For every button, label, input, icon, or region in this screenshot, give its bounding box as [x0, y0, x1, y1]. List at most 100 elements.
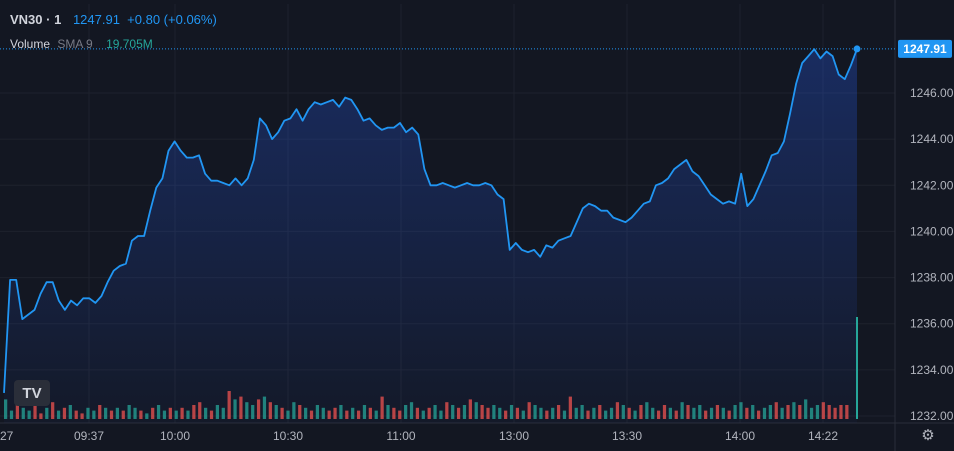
volume-bar	[721, 407, 725, 419]
volume-bar	[804, 399, 808, 419]
price-line	[3, 48, 858, 393]
volume-label: Volume	[10, 37, 51, 51]
volume-bar	[139, 410, 143, 419]
volume-bar	[615, 402, 620, 419]
volume-bar	[598, 405, 602, 419]
volume-bar	[580, 405, 584, 419]
volume-bar	[668, 407, 672, 419]
volume-bar	[633, 410, 637, 419]
tradingview-logo[interactable]: TV	[14, 380, 50, 406]
volume-bar	[127, 405, 131, 419]
volume-bar	[639, 405, 643, 419]
volume-bar	[798, 405, 802, 419]
volume-bar	[221, 407, 225, 419]
volume-bar	[762, 407, 767, 419]
volume-bar	[292, 402, 296, 419]
x-tick-label: 13:30	[612, 429, 642, 443]
volume-bar	[162, 410, 167, 419]
x-tick-label: 10:00	[160, 429, 190, 443]
volume-bar	[662, 405, 667, 419]
volume-legend: Volume SMA 9 19.705M	[10, 37, 153, 51]
volume-bar	[533, 405, 537, 419]
volume-bar	[286, 410, 290, 419]
volume-bar	[256, 399, 261, 419]
volume-bar	[604, 410, 608, 419]
volume-bar	[345, 410, 349, 419]
volume-bar	[462, 405, 467, 419]
volume-bar	[392, 407, 396, 419]
volume-bar	[86, 407, 90, 419]
y-tick-label: 1232.00	[910, 409, 954, 423]
volume-bar	[839, 405, 843, 419]
price-area-fill	[4, 48, 857, 424]
volume-bar	[433, 405, 437, 419]
volume-bar	[786, 405, 790, 419]
volume-bar	[780, 407, 784, 419]
last-price: 1247.91	[72, 12, 120, 27]
volume-bar	[715, 405, 720, 419]
volume-bar	[409, 402, 414, 419]
volume-bar	[268, 402, 272, 419]
volume-bar	[521, 410, 525, 419]
volume-bar	[339, 405, 343, 419]
volume-bar	[333, 407, 337, 419]
volume-bar	[680, 402, 684, 419]
volume-bar	[621, 405, 625, 419]
symbol-label: VN30 · 1	[10, 12, 62, 27]
gear-icon[interactable]: ⚙	[921, 427, 935, 444]
volume-bar	[374, 410, 378, 419]
y-tick-label: 1234.00	[910, 363, 954, 377]
volume-bar	[692, 407, 696, 419]
y-tick-label: 1238.00	[910, 271, 954, 285]
volume-bar	[298, 405, 302, 419]
volume-bar	[180, 407, 184, 419]
volume-bar	[304, 407, 308, 419]
volume-bar	[315, 405, 320, 419]
volume-bar	[556, 405, 561, 419]
volume-bar	[704, 410, 708, 419]
volume-bar	[380, 396, 384, 419]
last-price-tag	[898, 39, 952, 58]
volume-bar	[474, 402, 478, 419]
volume-bar	[539, 407, 543, 419]
volume-bar	[480, 405, 484, 419]
volume-bar	[586, 410, 590, 419]
volume-bar	[515, 407, 520, 419]
volume-bar	[156, 405, 161, 419]
volume-bar	[245, 402, 249, 419]
volume-bar	[56, 410, 61, 419]
last-price-dot	[853, 45, 861, 53]
volume-bar	[351, 407, 355, 419]
volume-bar	[39, 413, 43, 419]
volume-bar	[62, 407, 67, 419]
volume-bar	[545, 410, 549, 419]
volume-bar	[562, 410, 567, 419]
volume-bar	[627, 407, 631, 419]
volume-bar	[709, 407, 714, 419]
y-tick-label: 1240.00	[910, 224, 954, 238]
volume-bar	[739, 402, 743, 419]
volume-bar	[9, 410, 14, 419]
volume-bar-last	[856, 317, 858, 419]
x-tick-label: 10:30	[273, 429, 303, 443]
volume-bar	[386, 405, 390, 419]
y-tick-label: 1236.00	[910, 317, 954, 331]
volume-bar	[774, 402, 778, 419]
volume-bar	[439, 410, 443, 419]
x-tick-label: 27	[0, 429, 14, 443]
volume-bar	[527, 402, 531, 419]
volume-bar	[415, 407, 420, 419]
volume-bar	[74, 410, 78, 419]
volume-bar	[751, 405, 755, 419]
volume-bar	[204, 407, 208, 419]
volume-bar	[398, 410, 402, 419]
volume-bar	[727, 410, 731, 419]
volume-bar	[45, 407, 49, 419]
chart-legend: VN30 · 1 1247.91 +0.80 (+0.06%)	[10, 12, 217, 27]
volume-bar	[174, 410, 178, 419]
last-price-tag-label: 1247.91	[903, 42, 947, 56]
x-tick-label: 13:00	[499, 429, 529, 443]
volume-bar	[468, 399, 472, 419]
volume-bar	[233, 399, 237, 419]
